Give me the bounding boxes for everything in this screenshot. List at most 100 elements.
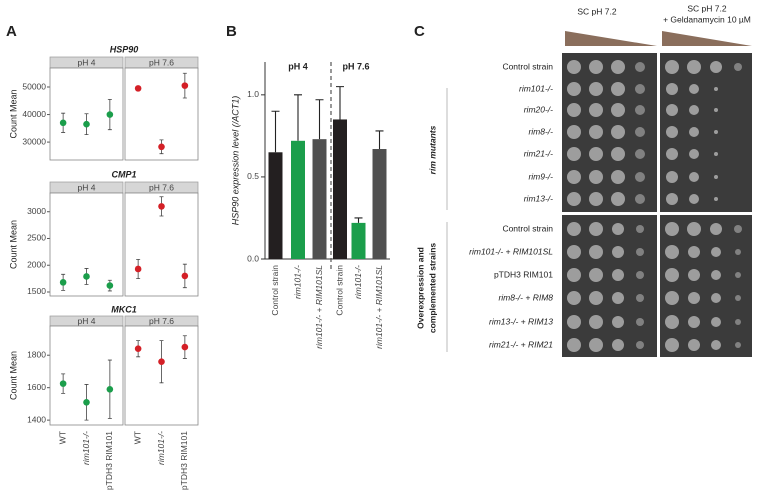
x-tick-label: rim101-/- + RIM101SL bbox=[314, 265, 324, 349]
chart-title: MKC1 bbox=[111, 304, 137, 314]
colony-spot bbox=[711, 247, 721, 257]
facet-label: pH 4 bbox=[78, 316, 96, 326]
colony-spot bbox=[567, 170, 581, 184]
y-axis-title: Count Mean bbox=[8, 351, 18, 400]
error-bar bbox=[271, 110, 280, 153]
colony-spot bbox=[665, 245, 679, 259]
bar bbox=[333, 119, 347, 259]
row-label: rim8-/- bbox=[528, 126, 553, 136]
colony-spot bbox=[689, 127, 699, 137]
x-tick-label: rim101-/- bbox=[353, 265, 363, 299]
colony-spot bbox=[589, 222, 603, 236]
y-tick-label: 0.0 bbox=[247, 253, 259, 263]
colony-spot bbox=[567, 192, 581, 206]
colony-spot bbox=[589, 245, 603, 259]
colony-spot bbox=[688, 246, 700, 258]
x-tick-label: rim101-/- bbox=[156, 431, 166, 465]
error-bar bbox=[336, 86, 344, 120]
plate bbox=[660, 215, 752, 357]
y-tick-label: 50000 bbox=[22, 81, 46, 91]
y-tick-label: 40000 bbox=[22, 109, 46, 119]
colony-spot bbox=[612, 269, 624, 281]
row-label: pTDH3 RIM101 bbox=[494, 269, 553, 279]
colony-spot bbox=[612, 339, 624, 351]
colony-spot bbox=[666, 148, 678, 160]
bar bbox=[312, 139, 327, 259]
colony-spot bbox=[589, 291, 603, 305]
colony-spot bbox=[567, 222, 581, 236]
point bbox=[158, 358, 165, 366]
colony-spot bbox=[612, 316, 624, 328]
x-tick-label: rim101-/- bbox=[292, 265, 302, 299]
colony-spot bbox=[589, 147, 603, 161]
colony-spot bbox=[635, 84, 645, 94]
colony-spot bbox=[688, 292, 700, 304]
colony-spot bbox=[589, 60, 603, 74]
panel-label: C bbox=[414, 23, 425, 40]
group-label: pH 7.6 bbox=[342, 61, 369, 71]
colony-spot bbox=[611, 82, 625, 96]
chart-title: CMP1 bbox=[111, 169, 136, 179]
group-label: complemented strains bbox=[427, 243, 437, 333]
point bbox=[181, 343, 189, 351]
colony-spot bbox=[635, 194, 645, 204]
colony-spot bbox=[666, 193, 678, 205]
point bbox=[83, 398, 90, 406]
y-tick-label: 2500 bbox=[27, 233, 46, 243]
colony-spot bbox=[636, 225, 644, 233]
group-label: rim mutants bbox=[427, 125, 437, 174]
colony-spot bbox=[611, 60, 625, 74]
y-tick-label: 1400 bbox=[27, 414, 46, 424]
colony-spot bbox=[567, 291, 581, 305]
colony-spot bbox=[636, 341, 644, 349]
x-tick-label: pTDH3 RIM101 bbox=[179, 431, 189, 490]
colony-spot bbox=[689, 172, 699, 182]
y-tick-label: 0.5 bbox=[247, 171, 259, 181]
colony-spot bbox=[688, 269, 700, 281]
colony-spot bbox=[665, 268, 679, 282]
colony-spot bbox=[711, 317, 721, 327]
row-label: Control strain bbox=[502, 223, 553, 233]
colony-spot bbox=[612, 292, 624, 304]
row-label: rim13-/- + RIM13 bbox=[489, 316, 553, 326]
colony-spot bbox=[714, 152, 718, 156]
colony-spot bbox=[734, 63, 742, 71]
colony-spot bbox=[666, 83, 678, 95]
point bbox=[106, 111, 114, 118]
column-header: SC pH 7.2 bbox=[577, 6, 616, 16]
colony-spot bbox=[689, 84, 699, 94]
colony-spot bbox=[714, 108, 718, 112]
x-tick-label: rim101-/- + RIM101SL bbox=[374, 265, 384, 349]
x-tick-label: WT bbox=[57, 431, 67, 444]
y-tick-label: 1500 bbox=[27, 286, 46, 296]
row-label: rim101-/- + RIM101SL bbox=[469, 246, 553, 256]
colony-spot bbox=[665, 291, 679, 305]
colony-spot bbox=[611, 170, 625, 184]
bar bbox=[351, 222, 366, 259]
point bbox=[181, 82, 189, 89]
point bbox=[134, 265, 142, 273]
bar bbox=[268, 152, 283, 259]
bar bbox=[291, 140, 305, 259]
point bbox=[83, 273, 90, 280]
colony-spot bbox=[589, 170, 603, 184]
colony-spot bbox=[636, 294, 644, 302]
row-label: rim9-/- bbox=[528, 171, 553, 181]
y-tick-label: 3000 bbox=[27, 206, 46, 216]
x-tick-label: Control strain bbox=[270, 265, 280, 316]
dilution-wedge bbox=[565, 31, 657, 46]
colony-spot bbox=[687, 222, 701, 236]
colony-spot bbox=[711, 340, 721, 350]
x-tick-label: pTDH3 RIM101 bbox=[104, 431, 114, 490]
colony-spot bbox=[714, 87, 718, 91]
colony-spot bbox=[567, 125, 581, 139]
colony-spot bbox=[689, 149, 699, 159]
point bbox=[106, 282, 114, 289]
colony-spot bbox=[665, 315, 679, 329]
bar bbox=[372, 149, 387, 259]
y-tick-label: 2000 bbox=[27, 259, 46, 269]
facet-label: pH 4 bbox=[78, 182, 96, 192]
point bbox=[134, 85, 142, 92]
panel-label: A bbox=[6, 23, 17, 40]
point bbox=[83, 120, 90, 128]
